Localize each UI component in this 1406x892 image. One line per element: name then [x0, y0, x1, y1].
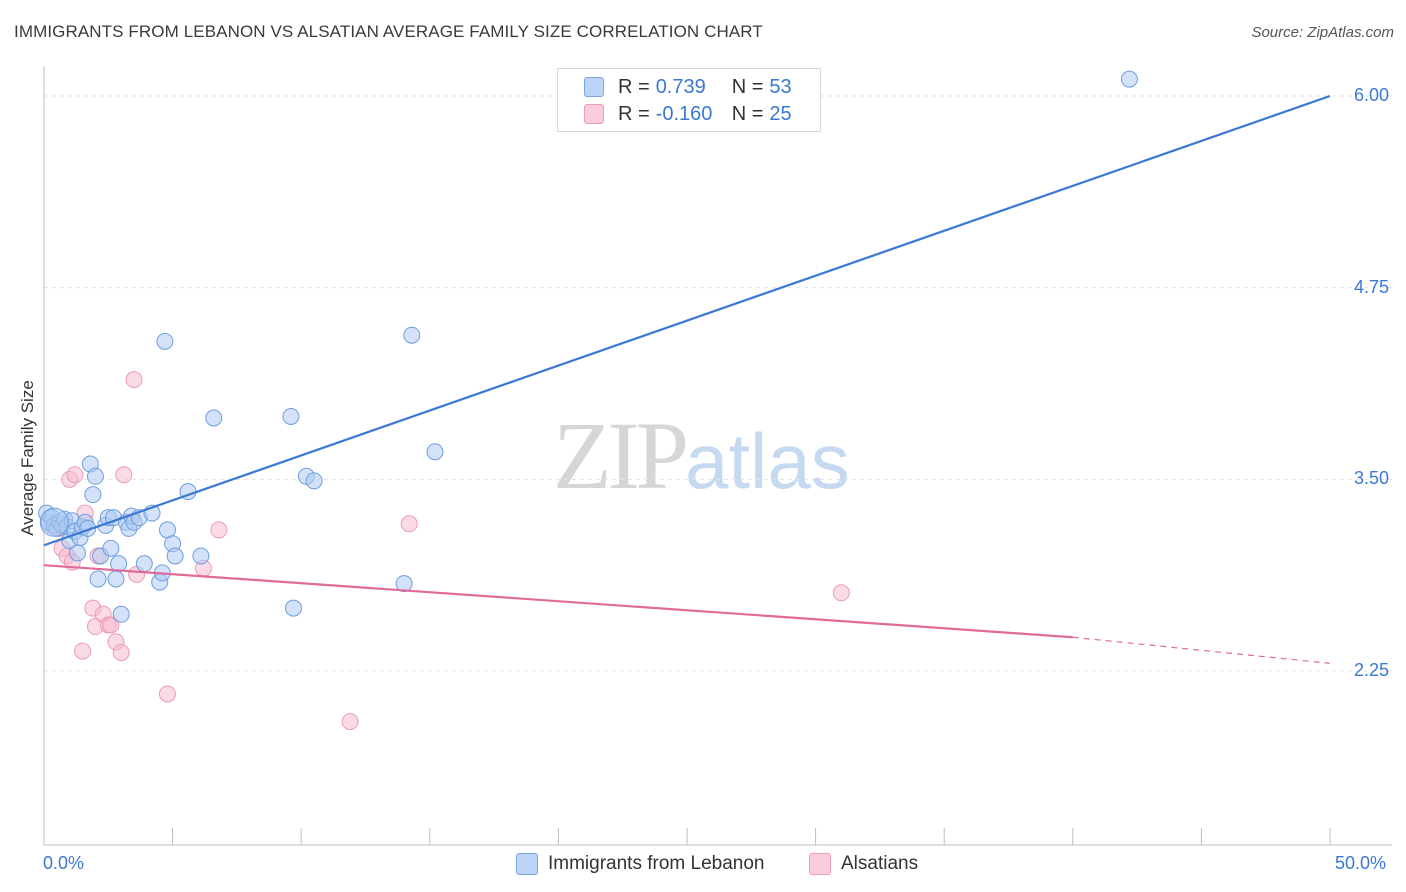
lebanon-point: [1120, 70, 1138, 88]
grid-lines: [44, 95, 1392, 672]
alsatians-point: [832, 584, 850, 602]
bottom-legend-label-alsatians: Alsatians: [841, 853, 919, 874]
y-tick-label: 4.75: [1354, 276, 1390, 297]
legend-n-label: N =: [731, 102, 764, 125]
lebanon-point: [135, 555, 153, 573]
y-tick-label: 3.50: [1354, 468, 1390, 489]
watermark-atlas: atlas: [685, 417, 850, 505]
lebanon-point: [284, 599, 302, 617]
alsatians-point: [66, 466, 84, 484]
lebanon-point: [86, 467, 104, 485]
alsatians-point: [158, 685, 176, 703]
lebanon-point: [403, 326, 421, 344]
lebanon-point: [395, 575, 413, 593]
lebanon-trend-line: [43, 94, 1331, 547]
legend-n-value: 25: [769, 102, 792, 125]
lebanon-point: [192, 547, 210, 565]
lebanon-point: [426, 443, 444, 461]
y-tick-label: 6.00: [1354, 85, 1390, 105]
lebanon-point: [68, 544, 86, 562]
alsatians-point: [115, 466, 133, 484]
axes: [43, 66, 1392, 846]
watermark: ZIPatlas: [553, 400, 850, 511]
lebanon-point: [282, 407, 300, 425]
legend-n-label: N =: [731, 75, 764, 98]
y-tick-label: 2.25: [1354, 660, 1390, 680]
alsatians-trend-extension: [1072, 636, 1331, 664]
legend-r-label: R =: [618, 102, 650, 125]
correlation-legend: R = 0.739 N = 53 R = -0.160 N = 25: [557, 68, 821, 132]
alsatians-point: [125, 371, 143, 389]
lebanon-point: [107, 570, 125, 588]
trend-lines: [43, 94, 1331, 664]
lebanon-point: [305, 472, 323, 490]
bottom-legend-lebanon[interactable]: Immigrants from Lebanon: [516, 852, 765, 876]
lebanon-points: [38, 70, 1138, 623]
lebanon-point: [110, 555, 128, 573]
x-tick-label-max: 50.0%: [1335, 853, 1387, 873]
bottom-legend-label-lebanon: Immigrants from Lebanon: [548, 853, 765, 874]
bottom-legend-alsatians[interactable]: Alsatians: [809, 852, 918, 876]
legend-r-label: R =: [618, 75, 650, 98]
lebanon-point: [84, 486, 102, 504]
lebanon-point: [112, 605, 130, 623]
legend-row-lebanon: R = 0.739 N = 53: [584, 75, 792, 99]
lebanon-point: [89, 570, 107, 588]
lebanon-cluster: [39, 507, 69, 537]
legend-r-value: -0.160: [655, 102, 713, 125]
lebanon-point: [156, 332, 174, 350]
bottom-legend-swatch-blue: [516, 853, 538, 875]
lebanon-point: [205, 409, 223, 427]
x-tick-label-min: 0.0%: [43, 853, 85, 873]
legend-swatch-pink: [584, 104, 604, 124]
chart-title: IMMIGRANTS FROM LEBANON VS ALSATIAN AVER…: [14, 22, 763, 41]
alsatians-point: [341, 713, 359, 731]
alsatians-point: [112, 644, 130, 662]
alsatians-point: [400, 515, 418, 533]
alsatians-point: [102, 616, 120, 634]
lebanon-point: [166, 547, 184, 565]
bottom-legend-swatch-pink: [809, 853, 831, 875]
chart-source: Source: ZipAtlas.com: [1251, 24, 1394, 41]
legend-row-alsatians: R = -0.160 N = 25: [584, 102, 792, 126]
watermark-zip: ZIP: [553, 402, 689, 509]
alsatians-trend-line: [43, 564, 1073, 639]
alsatians-points: [43, 371, 850, 731]
legend-swatch-blue: [584, 77, 604, 97]
lebanon-point: [102, 539, 120, 557]
legend-n-value: 53: [769, 75, 792, 98]
alsatians-point: [74, 642, 92, 660]
legend-r-value: 0.739: [655, 75, 706, 98]
alsatians-point: [210, 521, 228, 539]
